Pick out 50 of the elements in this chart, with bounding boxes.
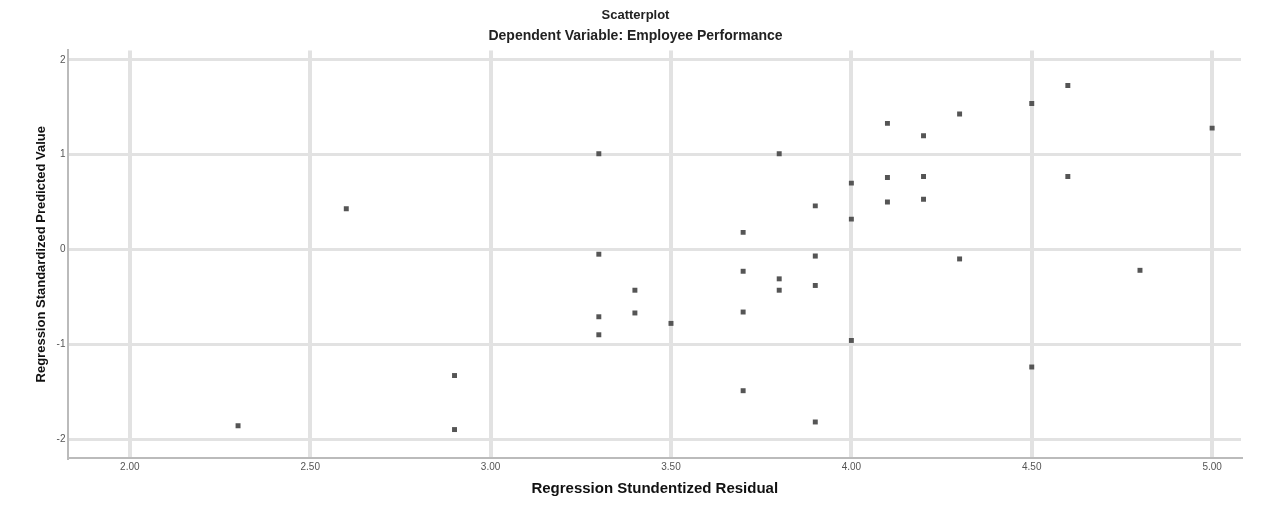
point — [848, 180, 854, 186]
point — [596, 251, 602, 257]
point — [921, 196, 926, 202]
point — [235, 423, 241, 429]
point — [740, 388, 746, 394]
point — [776, 276, 782, 282]
y-axis-title: Regression Standardized Predicted Value — [33, 125, 49, 383]
point — [1029, 101, 1035, 106]
x-tick-label: 4.50 — [1022, 460, 1042, 472]
x-tick-label: 2.50 — [300, 460, 321, 472]
point — [740, 268, 746, 274]
point — [776, 151, 782, 157]
point — [884, 174, 890, 180]
y-tick-label: -2 — [56, 432, 66, 444]
point — [596, 151, 602, 157]
chart-subtitle: Dependent Variable: Employee Performance — [488, 26, 783, 43]
point — [596, 332, 602, 338]
x-tick-label: 3.50 — [661, 460, 682, 472]
point — [884, 120, 890, 126]
point — [776, 287, 782, 293]
x-tick-label: 4.00 — [841, 460, 862, 472]
point — [812, 283, 818, 288]
point — [848, 337, 854, 343]
point — [343, 206, 349, 212]
chart-title: Scatterplot — [601, 7, 671, 23]
x-tick-label: 3.00 — [480, 460, 501, 472]
point — [596, 314, 602, 320]
y-tick-label: 2 — [59, 53, 66, 65]
y-tick-label: -1 — [56, 338, 66, 349]
point — [740, 229, 746, 235]
x-tick-label: 5.00 — [1202, 460, 1223, 472]
point — [1065, 174, 1071, 179]
point — [957, 111, 963, 117]
point — [1209, 125, 1215, 131]
point — [921, 133, 926, 139]
point — [812, 203, 818, 209]
point — [884, 199, 890, 205]
y-tick-label: 1 — [59, 148, 66, 160]
point — [812, 253, 818, 259]
x-tick-label: 2.00 — [120, 460, 140, 472]
x-axis-title: Regression Stundentized Residual — [531, 479, 779, 497]
point — [632, 287, 638, 293]
point — [632, 310, 638, 316]
y-tick-label: 0 — [59, 243, 66, 255]
point — [452, 373, 457, 379]
point — [452, 427, 457, 433]
point — [921, 174, 926, 179]
point — [1065, 83, 1071, 88]
point — [957, 256, 963, 262]
point — [848, 216, 854, 222]
